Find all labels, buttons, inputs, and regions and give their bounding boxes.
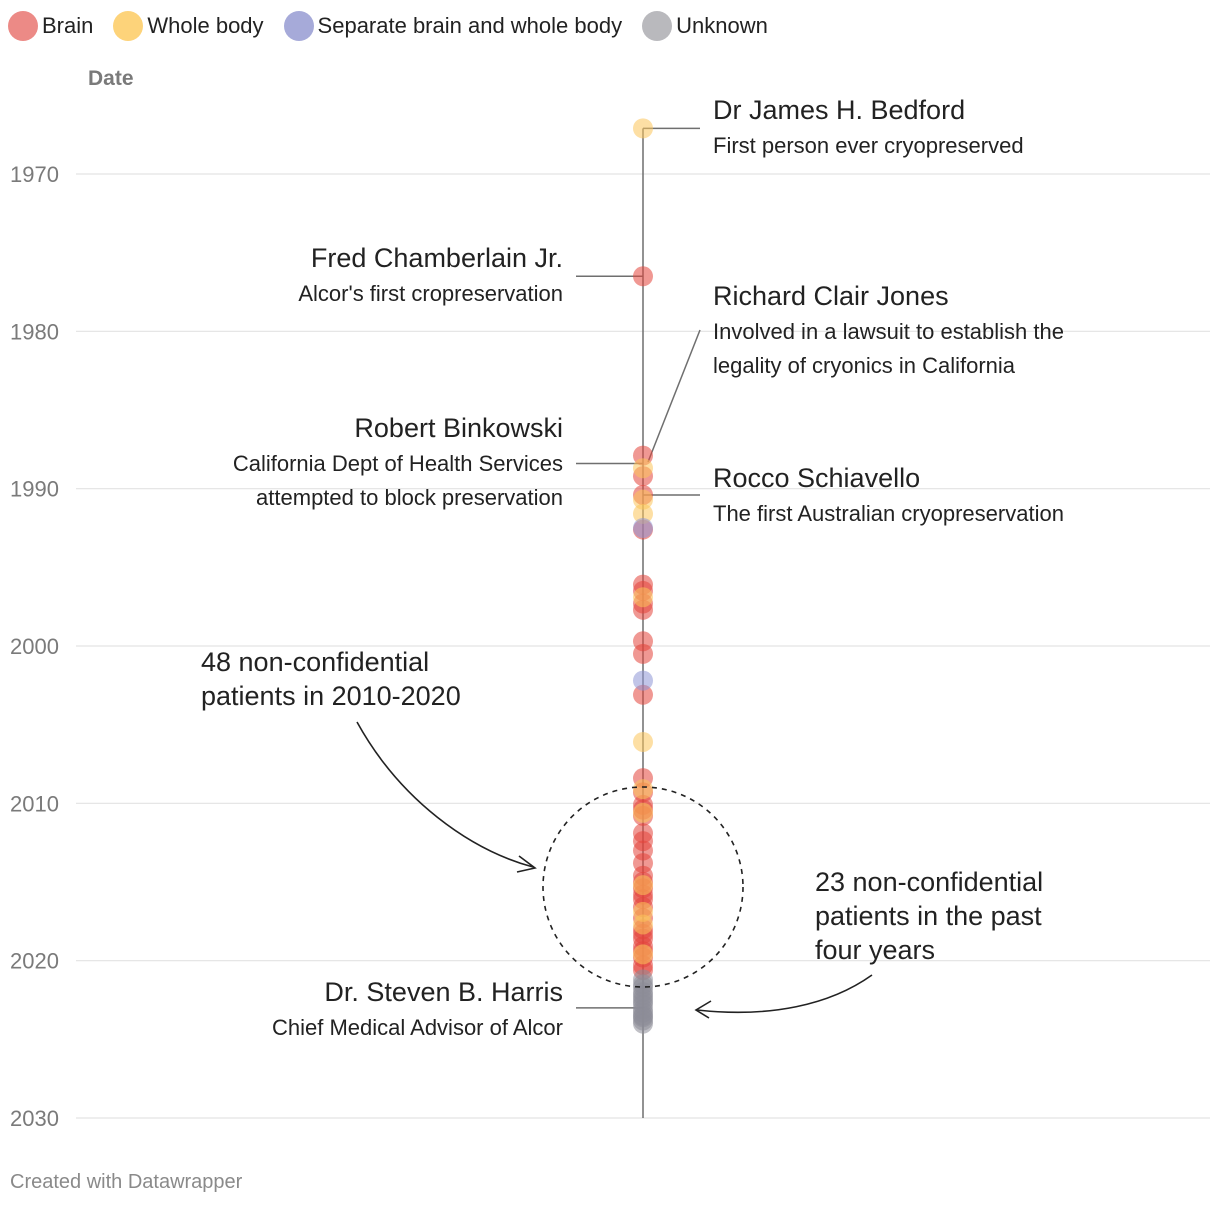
y-tick-label: 2000: [10, 634, 59, 659]
y-tick-label: 2020: [10, 949, 59, 974]
datawrapper-credit: Created with Datawrapper: [10, 1171, 243, 1193]
annotation-name: Fred Chamberlain Jr.: [311, 243, 563, 273]
annotation: Fred Chamberlain Jr. Alcor's first cropre…: [298, 243, 563, 306]
timeline-chart: Date 1970 1980 1990 2000 2010 2020 2030 Dr Jam…: [10, 67, 1210, 1131]
callout-arrow-right: [696, 974, 873, 1014]
legend-item-separate[interactable]: Separate brain and whole body: [283, 11, 623, 41]
annotation-description: legality of cryonics in California: [713, 353, 1016, 378]
callout-arrow-left: [356, 721, 534, 868]
data-point[interactable]: [633, 944, 653, 965]
data-points: [633, 118, 653, 1034]
legend-label-separate: Separate brain and whole body: [317, 13, 623, 38]
legend-swatch-unknown: [642, 11, 673, 41]
legend-item-whole-body[interactable]: Whole body: [113, 11, 264, 41]
annotations: Dr James H. Bedford First person ever cry…: [233, 95, 1064, 1040]
data-point[interactable]: [633, 875, 653, 896]
y-tick-label: 1970: [10, 162, 59, 187]
data-point[interactable]: [633, 643, 653, 664]
data-point[interactable]: [633, 489, 653, 510]
annotation-description: attempted to block preservation: [256, 485, 563, 510]
legend-swatch-separate: [283, 11, 314, 41]
y-tick-label: 1980: [10, 319, 59, 344]
data-point[interactable]: [633, 914, 653, 935]
annotation: Dr James H. Bedford First person ever cry…: [713, 95, 1024, 158]
annotation-name: Rocco Schiavello: [713, 463, 920, 493]
annotation-name: Richard Clair Jones: [713, 281, 949, 311]
data-point[interactable]: [633, 1013, 653, 1034]
legend-swatch-brain: [8, 11, 38, 41]
callout-2010s-line-1: 48 non-confidential: [201, 647, 429, 677]
legend-label-brain: Brain: [42, 13, 94, 38]
legend: Brain Whole body Separate brain and whol…: [8, 10, 788, 42]
legend-label-whole-body: Whole body: [147, 13, 264, 38]
callout-arrowhead-left: [516, 855, 537, 873]
annotation-name: Dr. Steven B. Harris: [324, 977, 563, 1007]
annotation: Richard Clair Jones Involved in a lawsuit…: [713, 281, 1064, 378]
annotation-name: Robert Binkowski: [354, 413, 563, 443]
legend-swatch-whole-body: [113, 11, 144, 41]
data-point[interactable]: [633, 518, 653, 538]
legend-item-brain[interactable]: Brain: [8, 11, 93, 41]
annotation-description: Involved in a lawsuit to establish the: [713, 319, 1064, 344]
y-tick-label: 2010: [10, 791, 59, 816]
callout-recent-line-2: patients in the past: [815, 901, 1042, 931]
annotation-description: Chief Medical Advisor of Alcor: [272, 1015, 563, 1040]
annotation: Rocco Schiavello The first Australian cry…: [713, 463, 1064, 526]
data-point[interactable]: [633, 458, 653, 479]
y-axis-ticks: 1970 1980 1990 2000 2010 2020 2030: [10, 162, 59, 1131]
annotation-description: The first Australian cryopreservation: [713, 501, 1064, 526]
data-point[interactable]: [633, 802, 653, 823]
annotation: Dr. Steven B. Harris Chief Medical Adviso…: [272, 977, 563, 1040]
legend-item-unknown[interactable]: Unknown: [642, 11, 768, 41]
legend-label-unknown: Unknown: [676, 13, 768, 38]
annotation-description: California Dept of Health Services: [233, 451, 563, 476]
annotation-description: First person ever cryopreserved: [713, 133, 1024, 158]
callout-2010s-text: 48 non-confidential patients in 2010-202…: [201, 647, 461, 711]
callout-recent-line-1: 23 non-confidential: [815, 867, 1043, 897]
y-tick-label: 2030: [10, 1106, 59, 1131]
data-point[interactable]: [633, 266, 653, 287]
annotation-description: Alcor's first cropreservation: [298, 281, 563, 306]
data-point[interactable]: [633, 670, 653, 691]
annotation-name: Dr James H. Bedford: [713, 95, 965, 125]
y-tick-label: 1990: [10, 477, 59, 502]
data-point[interactable]: [633, 118, 653, 139]
data-point[interactable]: [633, 731, 653, 752]
callout-recent-text: 23 non-confidential patients in the past…: [815, 867, 1051, 965]
callouts: 48 non-confidential patients in 2010-202…: [201, 647, 1051, 1019]
data-point[interactable]: [633, 503, 653, 524]
callout-circle: [542, 786, 744, 988]
y-axis-title: Date: [88, 67, 134, 90]
data-point[interactable]: [633, 587, 653, 608]
annotation: Robert Binkowski California Dept of Healt…: [233, 413, 563, 510]
data-point[interactable]: [633, 684, 653, 705]
callout-2010s-line-2: patients in 2010-2020: [201, 681, 461, 711]
data-point[interactable]: [633, 779, 653, 800]
annotation-leader: [647, 329, 701, 463]
callout-recent-line-3: four years: [815, 935, 935, 965]
callout-arrowhead-right: [694, 1000, 712, 1019]
